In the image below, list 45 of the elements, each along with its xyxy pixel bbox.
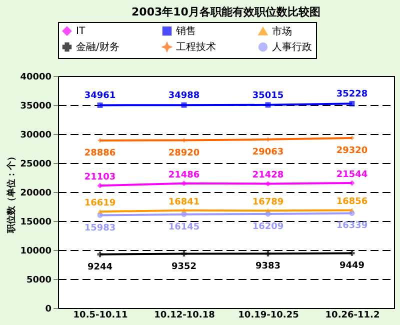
legend-label: 销售: [175, 25, 196, 38]
legend-label: 市场: [272, 25, 292, 38]
data-label: 35228: [336, 90, 368, 100]
y-tick-label: 20000: [20, 188, 52, 198]
data-label: 9383: [255, 262, 281, 272]
x-tick-label: 10.19-10.25: [238, 310, 299, 320]
legend-label: 工程技术: [176, 41, 216, 53]
data-label: 9244: [87, 262, 113, 272]
data-label: 16619: [84, 198, 116, 209]
y-tick-label: 15000: [20, 218, 52, 228]
data-label: 15983: [84, 223, 116, 234]
data-label: 9352: [171, 262, 197, 272]
data-label: 21544: [336, 170, 368, 180]
data-label: 21486: [168, 170, 200, 180]
y-tick-label: 35000: [20, 102, 52, 112]
data-label: 29063: [252, 147, 284, 158]
data-label: 16789: [252, 198, 284, 208]
data-label: 16841: [168, 197, 200, 208]
data-label: 34988: [168, 91, 200, 102]
data-label: 16339: [336, 221, 368, 232]
data-label: 29320: [336, 146, 368, 156]
data-label: 28920: [168, 148, 200, 158]
y-tick-label: 0: [45, 304, 52, 314]
legend-label: 人事行政: [272, 41, 312, 53]
x-tick-label: 10.5-10.11: [73, 310, 128, 320]
y-tick-label: 5000: [26, 276, 52, 286]
y-tick-label: 40000: [20, 72, 52, 82]
data-label: 9449: [339, 261, 365, 272]
data-label: 16145: [168, 222, 200, 232]
legend-label: 金融/财务: [76, 41, 120, 53]
x-tick-label: 10.26-11.2: [325, 310, 380, 320]
y-tick-label: 30000: [20, 130, 52, 140]
data-label: 21103: [84, 172, 116, 183]
y-axis-title: 职位数（单位：个）: [6, 152, 18, 234]
data-label: 16209: [252, 222, 284, 232]
y-tick-label: 10000: [20, 246, 52, 256]
data-label: 21428: [252, 170, 284, 181]
data-label: 28886: [84, 148, 116, 158]
chart-title: 2003年10月各职能有效职位数比较图: [132, 6, 320, 18]
y-tick-label: 25000: [20, 160, 52, 170]
x-tick-label: 10.12-10.18: [154, 310, 215, 320]
data-label: 34961: [84, 91, 116, 102]
data-label: 35015: [252, 90, 284, 101]
legend-label: IT: [76, 26, 86, 38]
data-label: 16856: [336, 197, 368, 208]
